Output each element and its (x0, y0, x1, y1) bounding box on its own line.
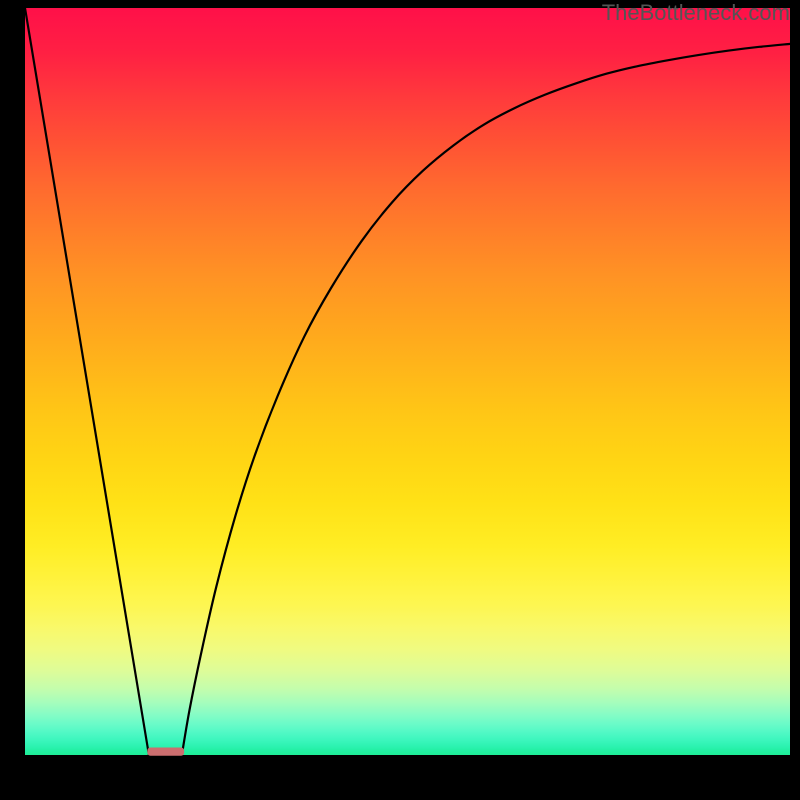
bottleneck-marker (147, 748, 184, 756)
chart-svg (0, 0, 800, 800)
watermark-text: TheBottleneck.com (602, 0, 790, 26)
bottleneck-chart: TheBottleneck.com (0, 0, 800, 800)
plot-area (25, 8, 790, 755)
